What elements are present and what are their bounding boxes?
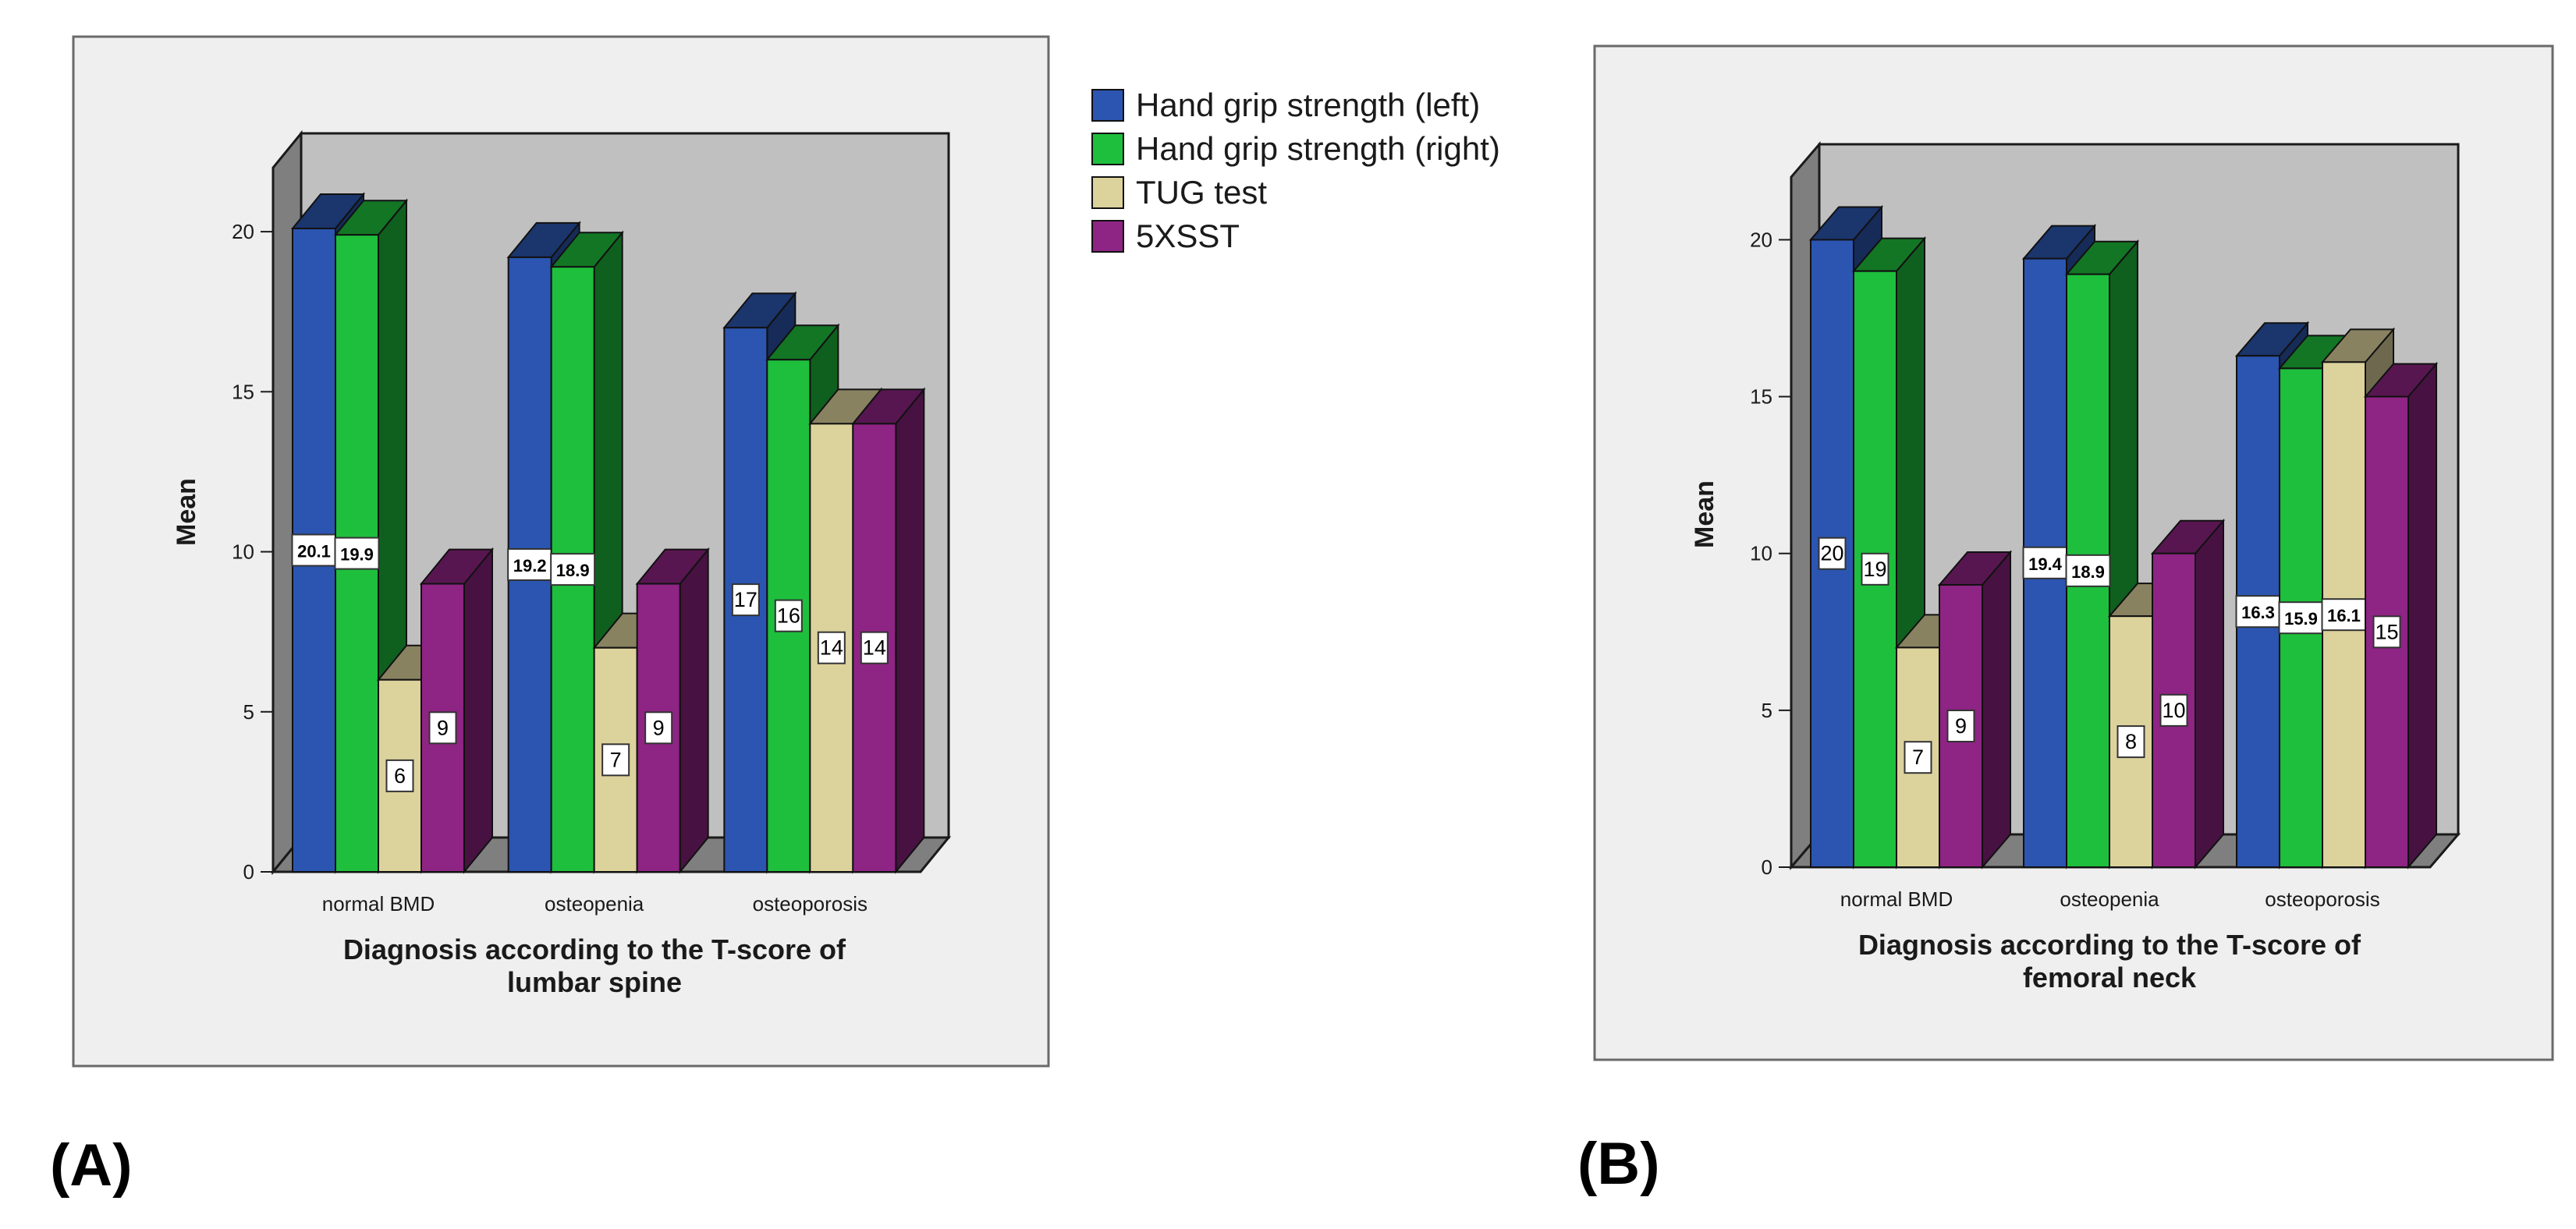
x-tick-label: osteoporosis: [2265, 887, 2379, 911]
data-label: 15.9: [2284, 609, 2318, 629]
panel-label-b: (B): [1577, 1131, 1660, 1197]
legend: Hand grip strength (left) Hand grip stren…: [1091, 87, 1500, 254]
x-tick-label: osteopenia: [2060, 887, 2159, 911]
data-label-box: [817, 631, 846, 664]
data-label: 15: [2375, 620, 2398, 643]
data-label: 14: [820, 636, 843, 660]
data-label: 17: [734, 588, 758, 611]
legend-label: Hand grip strength (right): [1136, 130, 1500, 167]
data-label: 19.2: [513, 556, 547, 576]
y-tick-label: 0: [1762, 855, 1772, 879]
y-tick-label: 10: [1750, 542, 1772, 565]
data-label: 16: [777, 604, 800, 628]
x-axis-title: lumbar spine: [507, 966, 682, 998]
x-tick-label: osteopenia: [545, 892, 644, 916]
data-label: 9: [437, 716, 449, 739]
y-tick-label: 0: [243, 860, 254, 884]
data-label-box: [385, 759, 414, 792]
y-axis-title: Mean: [1690, 480, 1719, 548]
legend-label: 5XSST: [1136, 218, 1240, 254]
data-label: 10: [2162, 699, 2185, 722]
x-axis-title: Diagnosis according to the T-score of: [343, 933, 846, 965]
y-tick-label: 15: [1750, 385, 1772, 409]
data-label-box: [1904, 741, 1932, 774]
data-label: 14: [863, 636, 886, 660]
legend-swatch: [1091, 89, 1124, 122]
bar-side: [895, 387, 925, 874]
data-label-box: [2159, 693, 2188, 727]
data-label-box: [1861, 552, 1889, 586]
y-tick-label: 10: [232, 540, 254, 564]
legend-label: Hand grip strength (left): [1136, 87, 1480, 123]
data-label: 18.9: [556, 561, 590, 580]
data-label-box: [550, 553, 596, 586]
data-label-box: [2278, 601, 2324, 635]
data-label-box: [2117, 725, 2145, 759]
y-tick-label: 15: [232, 380, 254, 403]
data-label-box: [507, 547, 553, 581]
bar: [766, 359, 811, 873]
data-label: 19.4: [2028, 554, 2063, 574]
data-label: 20: [1820, 542, 1843, 565]
chart-a: 0 5 10 15 20 Mean 20.1 19.9 6 9 normal BMD 19.2 18.9…: [172, 129, 952, 998]
y-axis-title: Mean: [172, 478, 201, 546]
y-tick-label: 20: [1750, 228, 1772, 251]
bar-side: [2195, 519, 2224, 870]
data-label: 7: [610, 748, 622, 771]
data-label-box: [1818, 537, 1847, 570]
data-label-box: [774, 599, 803, 632]
data-label: 16.1: [2327, 606, 2361, 625]
data-label: 8: [2125, 730, 2137, 753]
bar: [1810, 239, 1854, 869]
data-label: 7: [1912, 746, 1924, 769]
bar-side: [1982, 550, 2011, 870]
legend-swatch: [1091, 220, 1124, 253]
bar-side: [679, 547, 709, 874]
data-label: 18.9: [2071, 562, 2105, 582]
data-label: 9: [1955, 714, 1967, 738]
data-label: 19: [1863, 558, 1886, 581]
data-label: 9: [653, 716, 665, 739]
data-label-box: [2372, 615, 2401, 649]
data-label-box: [2235, 595, 2281, 629]
panel-label-a: (A): [50, 1132, 133, 1199]
y-tick-label: 5: [1762, 699, 1772, 722]
data-label: 20.1: [297, 541, 331, 561]
data-label: 16.3: [2241, 603, 2275, 622]
data-label-box: [291, 533, 337, 567]
y-tick-label: 5: [243, 700, 254, 724]
legend-label: TUG test: [1136, 174, 1267, 211]
y-tick-label: 20: [232, 220, 254, 243]
data-label-box: [334, 537, 380, 570]
legend-swatch: [1091, 133, 1124, 165]
data-label-box: [2065, 554, 2111, 587]
x-tick-label: osteoporosis: [753, 892, 868, 916]
bar-side: [463, 547, 493, 874]
x-tick-label: normal BMD: [322, 892, 435, 916]
data-label-box: [860, 631, 889, 664]
x-axis-title: Diagnosis according to the T-score of: [1858, 929, 2361, 961]
data-label: 19.9: [340, 545, 374, 565]
data-label-box: [601, 743, 630, 777]
data-label: 6: [394, 764, 406, 788]
legend-swatch: [1091, 176, 1124, 209]
data-label-box: [428, 711, 457, 745]
data-label-box: [644, 711, 673, 745]
chart-b: 0 5 10 15 20 Mean 20 19 7 9 normal BMD 19.4 18.9 8 10 o…: [1690, 140, 2461, 993]
x-tick-label: normal BMD: [1840, 887, 1953, 911]
bar-side: [2407, 361, 2437, 870]
data-label-box: [1946, 709, 1975, 742]
x-axis-title: femoral neck: [2023, 962, 2197, 993]
data-label-box: [731, 583, 760, 617]
